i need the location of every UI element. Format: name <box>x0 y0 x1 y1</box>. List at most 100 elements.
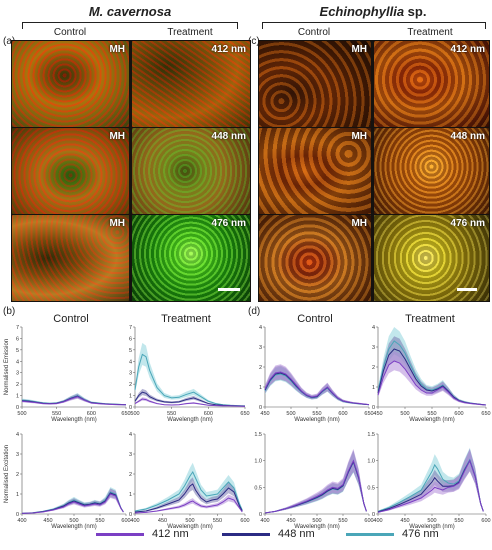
y-tick-label: 0 <box>259 512 262 518</box>
y-tick-label: 2 <box>372 365 375 371</box>
tile-label-mh: MH <box>109 218 125 229</box>
photo-c-treatment-row3: 476 nm <box>374 215 489 301</box>
series-line-476 <box>134 470 243 512</box>
x-tick-label: 650 <box>481 411 490 417</box>
panel-label-c: (c) <box>248 36 260 47</box>
x-axis-label: Wavelength (nm) <box>409 417 454 423</box>
y-tick-label: 0 <box>129 405 132 411</box>
species-name-echinophyllia: Echinophyllia <box>319 4 405 19</box>
y-tick-label: 2 <box>129 382 132 388</box>
col-label-right-control: Control <box>297 27 331 38</box>
y-axis-label: Normalised Emission <box>4 339 10 395</box>
x-axis-label: Wavelength (nm) <box>294 417 339 423</box>
x-tick-label: 550 <box>167 411 176 417</box>
legend-label-476: 476 nm <box>402 528 439 540</box>
x-axis-label: Wavelength (nm) <box>294 524 339 530</box>
col-label-left-treatment: Treatment <box>167 27 213 38</box>
x-tick-label: 550 <box>213 518 222 524</box>
tile-label-412: 412 nm <box>450 44 485 55</box>
x-tick-label: 450 <box>286 518 295 524</box>
x-tick-label: 500 <box>427 518 436 524</box>
x-tick-label: 550 <box>454 518 463 524</box>
x-tick-label: 450 <box>260 411 269 417</box>
y-tick-label: 1 <box>129 492 132 498</box>
tile-label-mh: MH <box>351 131 367 142</box>
photo-a-control-row1: MH <box>12 41 129 127</box>
legend-label-412: 412 nm <box>152 528 189 540</box>
y-tick-label: 1 <box>259 385 262 391</box>
series-line-412 <box>264 371 370 406</box>
y-tick-label: 1.5 <box>367 432 375 438</box>
y-tick-label: 4 <box>259 325 262 331</box>
scale-bar <box>457 288 477 291</box>
x-axis-label: Wavelength (nm) <box>167 417 212 423</box>
x-tick-label: 500 <box>185 518 194 524</box>
y-tick-label: 2 <box>259 365 262 371</box>
photo-grid-a: MH 412 nm MH 448 nm MH 476 nm <box>11 40 251 302</box>
x-tick-label: 450 <box>400 518 409 524</box>
x-tick-label: 400 <box>373 518 382 524</box>
x-tick-label: 400 <box>17 518 26 524</box>
y-tick-label: 3 <box>259 345 262 351</box>
y-tick-label: 4 <box>16 359 19 365</box>
tile-label-mh: MH <box>351 218 367 229</box>
x-tick-label: 500 <box>130 411 139 417</box>
y-tick-label: 7 <box>129 325 132 331</box>
plot-title-d-control: Control <box>297 313 333 325</box>
x-tick-label: 450 <box>43 518 52 524</box>
photo-a-control-row3: MH <box>12 215 129 301</box>
y-tick-label: 1 <box>372 385 375 391</box>
tile-label-476: 476 nm <box>450 218 485 229</box>
x-tick-label: 600 <box>364 518 373 524</box>
series-line-412 <box>377 459 484 513</box>
tile-label-412: 412 nm <box>211 44 246 55</box>
species-name-mcavernosa: M. cavernosa <box>88 4 172 19</box>
col-label-left-control: Control <box>53 27 87 38</box>
series-line-412 <box>377 360 487 406</box>
y-tick-label: 2 <box>16 472 19 478</box>
band-412 <box>265 448 367 514</box>
panel-label-a: (a) <box>3 36 16 47</box>
x-axis-label: Wavelength (nm) <box>51 417 96 423</box>
species-suffix: sp. <box>404 4 427 19</box>
photo-c-treatment-row1: 412 nm <box>374 41 489 127</box>
band-412 <box>378 448 484 513</box>
photo-c-control-row3: MH <box>259 215 371 301</box>
chart-b-excitation-treatment: 400 450 500 550 600 0 1 2 3 4 Wavelength (nm) <box>129 432 250 530</box>
x-tick-label: 550 <box>52 411 61 417</box>
photo-a-treatment-row1: 412 nm <box>132 41 250 127</box>
x-tick-label: 500 <box>17 411 26 417</box>
band-476 <box>135 462 243 512</box>
band-448 <box>135 477 243 513</box>
y-tick-label: 0.5 <box>367 485 375 491</box>
y-tick-label: 0 <box>259 405 262 411</box>
photo-a-control-row2: MH <box>12 128 129 214</box>
x-tick-label: 650 <box>240 411 249 417</box>
photo-a-treatment-row2: 448 nm <box>132 128 250 214</box>
chart-d-emission-treatment: 450 500 550 600 650 0 1 2 3 4 Wavelength (nm) <box>372 325 491 423</box>
tile-label-476: 476 nm <box>211 218 246 229</box>
series-line-412 <box>134 497 243 514</box>
x-tick-label: 500 <box>69 518 78 524</box>
legend-item-476: 476 nm <box>346 528 439 540</box>
y-tick-label: 6 <box>16 336 19 342</box>
y-tick-label: 2 <box>129 472 132 478</box>
photo-c-control-row1: MH <box>259 41 371 127</box>
x-axis-label: Wavelength (nm) <box>409 524 454 530</box>
legend-swatch-476 <box>346 532 394 536</box>
y-axis-label: Normalised Excitation <box>4 445 10 503</box>
x-tick-label: 500 <box>400 411 409 417</box>
y-tick-label: 0 <box>16 405 19 411</box>
x-tick-label: 650 <box>121 411 130 417</box>
x-tick-label: 550 <box>312 411 321 417</box>
tile-label-mh: MH <box>109 131 125 142</box>
tile-label-mh: MH <box>351 44 367 55</box>
y-tick-label: 3 <box>372 345 375 351</box>
y-tick-label: 4 <box>129 432 132 438</box>
x-tick-label: 450 <box>158 518 167 524</box>
legend-label-448: 448 nm <box>278 528 315 540</box>
photo-a-treatment-row3: 476 nm <box>132 215 250 301</box>
